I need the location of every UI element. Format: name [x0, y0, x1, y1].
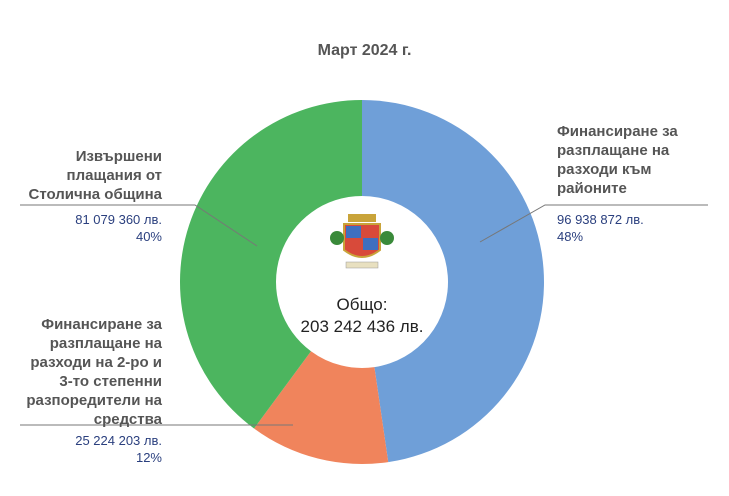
leader-lines	[20, 204, 708, 426]
donut-slice	[254, 351, 389, 464]
share-label: 40%	[135, 229, 162, 244]
total-label: Общо:	[336, 295, 388, 314]
category-label: Извършени плащания от Столична община	[28, 148, 162, 203]
value-label: 81 079 360 лв.	[75, 212, 162, 227]
category-label: Финансиране за разплащане на разходи към…	[557, 123, 678, 197]
category-label: Финансиране за разплащане на разходи на …	[26, 316, 162, 428]
chart-title: Март 2024 г.	[317, 42, 412, 59]
share-label: 12%	[135, 450, 162, 465]
share-label: 48%	[557, 229, 584, 244]
donut-slice	[179, 100, 362, 429]
total-value: 203 242 436 лв.	[300, 317, 424, 336]
donut-slice	[362, 100, 545, 463]
value-label: 25 224 203 лв.	[75, 433, 162, 448]
value-label: 96 938 872 лв.	[557, 212, 644, 227]
coat-of-arms	[330, 214, 394, 269]
